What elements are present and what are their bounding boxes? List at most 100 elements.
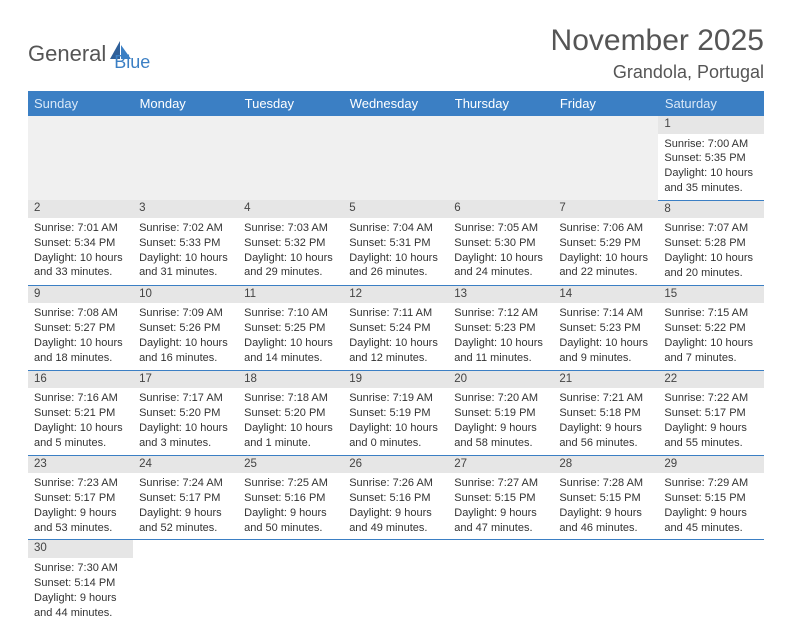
calendar-cell: 3Sunrise: 7:02 AMSunset: 5:33 PMDaylight… (133, 200, 238, 285)
sunset-line: Sunset: 5:17 PM (139, 491, 232, 506)
calendar-cell: 7Sunrise: 7:06 AMSunset: 5:29 PMDaylight… (553, 200, 658, 285)
daylight-line: Daylight: 9 hours and 46 minutes. (559, 506, 652, 536)
day-number: 23 (28, 456, 133, 474)
day-number: 7 (553, 200, 658, 218)
sunset-line: Sunset: 5:31 PM (349, 236, 442, 251)
calendar-cell: 13Sunrise: 7:12 AMSunset: 5:23 PMDayligh… (448, 285, 553, 370)
calendar-cell: 22Sunrise: 7:22 AMSunset: 5:17 PMDayligh… (658, 370, 763, 455)
sunrise-line: Sunrise: 7:06 AM (559, 221, 652, 236)
day-number: 20 (448, 371, 553, 389)
calendar-row: 16Sunrise: 7:16 AMSunset: 5:21 PMDayligh… (28, 370, 764, 455)
calendar-cell (133, 540, 238, 624)
calendar-cell: 28Sunrise: 7:28 AMSunset: 5:15 PMDayligh… (553, 455, 658, 540)
sunrise-line: Sunrise: 7:19 AM (349, 391, 442, 406)
day-number: 19 (343, 371, 448, 389)
calendar-cell: 1Sunrise: 7:00 AMSunset: 5:35 PMDaylight… (658, 116, 763, 200)
day-number: 14 (553, 286, 658, 304)
day-number: 5 (343, 200, 448, 218)
location: Grandola, Portugal (551, 62, 764, 83)
sunrise-line: Sunrise: 7:02 AM (139, 221, 232, 236)
day-number: 8 (658, 201, 763, 219)
daylight-line: Daylight: 10 hours and 12 minutes. (349, 336, 442, 366)
sunrise-line: Sunrise: 7:21 AM (559, 391, 652, 406)
calendar-cell: 21 Sunrise: 7:21 AMSunset: 5:18 PMDayligh… (553, 370, 658, 455)
logo: General Blue (28, 34, 150, 73)
logo-word1: General (28, 41, 106, 67)
sunset-line: Sunset: 5:34 PM (34, 236, 127, 251)
sunrise-line: Sunrise: 7:07 AM (664, 221, 757, 236)
sunset-line: Sunset: 5:16 PM (244, 491, 337, 506)
day-number: 12 (343, 286, 448, 304)
calendar-cell: 18Sunrise: 7:18 AMSunset: 5:20 PMDayligh… (238, 370, 343, 455)
day-number: 26 (343, 456, 448, 474)
calendar-cell: 9Sunrise: 7:08 AMSunset: 5:27 PMDaylight… (28, 285, 133, 370)
calendar-cell: 10Sunrise: 7:09 AMSunset: 5:26 PMDayligh… (133, 285, 238, 370)
calendar-cell: 11Sunrise: 7:10 AMSunset: 5:25 PMDayligh… (238, 285, 343, 370)
day-header: Tuesday (238, 91, 343, 116)
sunset-line: Sunset: 5:20 PM (139, 406, 232, 421)
header: General Blue November 2025 Grandola, Por… (28, 24, 764, 83)
sunrise-line: Sunrise: 7:05 AM (454, 221, 547, 236)
sunrise-line: Sunrise: 7:08 AM (34, 306, 127, 321)
day-number: 6 (448, 200, 553, 218)
daylight-line: Daylight: 10 hours and 35 minutes. (664, 166, 757, 196)
sunrise-line: Sunrise: 7:12 AM (454, 306, 547, 321)
daylight-line: Daylight: 9 hours and 58 minutes. (454, 421, 547, 451)
calendar-cell: 20Sunrise: 7:20 AMSunset: 5:19 PMDayligh… (448, 370, 553, 455)
sunset-line: Sunset: 5:29 PM (559, 236, 652, 251)
sunrise-line: Sunrise: 7:20 AM (454, 391, 547, 406)
daylight-line: Daylight: 9 hours and 53 minutes. (34, 506, 127, 536)
calendar-cell: 30Sunrise: 7:30 AMSunset: 5:14 PMDayligh… (28, 540, 133, 624)
sunrise-line: Sunrise: 7:23 AM (34, 476, 127, 491)
daylight-line: Daylight: 9 hours and 52 minutes. (139, 506, 232, 536)
sunrise-line: Sunrise: 7:30 AM (34, 561, 127, 576)
sunrise-line: Sunrise: 7:29 AM (664, 476, 757, 491)
sunrise-line: Sunrise: 7:18 AM (244, 391, 337, 406)
day-number: 27 (448, 456, 553, 474)
calendar-cell: 29Sunrise: 7:29 AMSunset: 5:15 PMDayligh… (658, 455, 763, 540)
daylight-line: Daylight: 9 hours and 44 minutes. (34, 591, 127, 621)
sunset-line: Sunset: 5:21 PM (34, 406, 127, 421)
sunrise-line: Sunrise: 7:11 AM (349, 306, 442, 321)
calendar-cell (238, 116, 343, 200)
day-header: Monday (133, 91, 238, 116)
day-number: 21 (553, 371, 658, 389)
sunset-line: Sunset: 5:35 PM (664, 151, 757, 166)
sunset-line: Sunset: 5:23 PM (454, 321, 547, 336)
day-number: 2 (28, 200, 133, 218)
sunset-line: Sunset: 5:15 PM (664, 491, 757, 506)
sunrise-line: Sunrise: 7:00 AM (664, 137, 757, 152)
calendar-row: 2Sunrise: 7:01 AMSunset: 5:34 PMDaylight… (28, 200, 764, 285)
calendar-row: 23Sunrise: 7:23 AMSunset: 5:17 PMDayligh… (28, 455, 764, 540)
day-number: 18 (238, 371, 343, 389)
daylight-line: Daylight: 9 hours and 56 minutes. (559, 421, 652, 451)
sunset-line: Sunset: 5:25 PM (244, 321, 337, 336)
sunrise-line: Sunrise: 7:04 AM (349, 221, 442, 236)
calendar-cell: 26Sunrise: 7:26 AMSunset: 5:16 PMDayligh… (343, 455, 448, 540)
sunrise-line: Sunrise: 7:25 AM (244, 476, 337, 491)
calendar-cell: 6Sunrise: 7:05 AMSunset: 5:30 PMDaylight… (448, 200, 553, 285)
sunrise-line: Sunrise: 7:01 AM (34, 221, 127, 236)
day-header-row: SundayMondayTuesdayWednesdayThursdayFrid… (28, 91, 764, 116)
sunset-line: Sunset: 5:14 PM (34, 576, 127, 591)
daylight-line: Daylight: 9 hours and 49 minutes. (349, 506, 442, 536)
calendar-cell: 23Sunrise: 7:23 AMSunset: 5:17 PMDayligh… (28, 455, 133, 540)
calendar-cell (28, 116, 133, 200)
sunset-line: Sunset: 5:33 PM (139, 236, 232, 251)
daylight-line: Daylight: 9 hours and 55 minutes. (664, 421, 757, 451)
sunrise-line: Sunrise: 7:14 AM (559, 306, 652, 321)
day-number: 24 (133, 456, 238, 474)
daylight-line: Daylight: 9 hours and 47 minutes. (454, 506, 547, 536)
day-number: 11 (238, 286, 343, 304)
sunrise-line: Sunrise: 7:15 AM (664, 306, 757, 321)
sunset-line: Sunset: 5:18 PM (559, 406, 652, 421)
month-title: November 2025 (551, 24, 764, 58)
sunrise-line: Sunrise: 7:03 AM (244, 221, 337, 236)
day-number: 10 (133, 286, 238, 304)
sunset-line: Sunset: 5:24 PM (349, 321, 442, 336)
sunrise-line: Sunrise: 7:10 AM (244, 306, 337, 321)
sunset-line: Sunset: 5:28 PM (664, 236, 757, 251)
calendar-table: SundayMondayTuesdayWednesdayThursdayFrid… (28, 91, 764, 624)
daylight-line: Daylight: 10 hours and 18 minutes. (34, 336, 127, 366)
calendar-cell: 24Sunrise: 7:24 AMSunset: 5:17 PMDayligh… (133, 455, 238, 540)
